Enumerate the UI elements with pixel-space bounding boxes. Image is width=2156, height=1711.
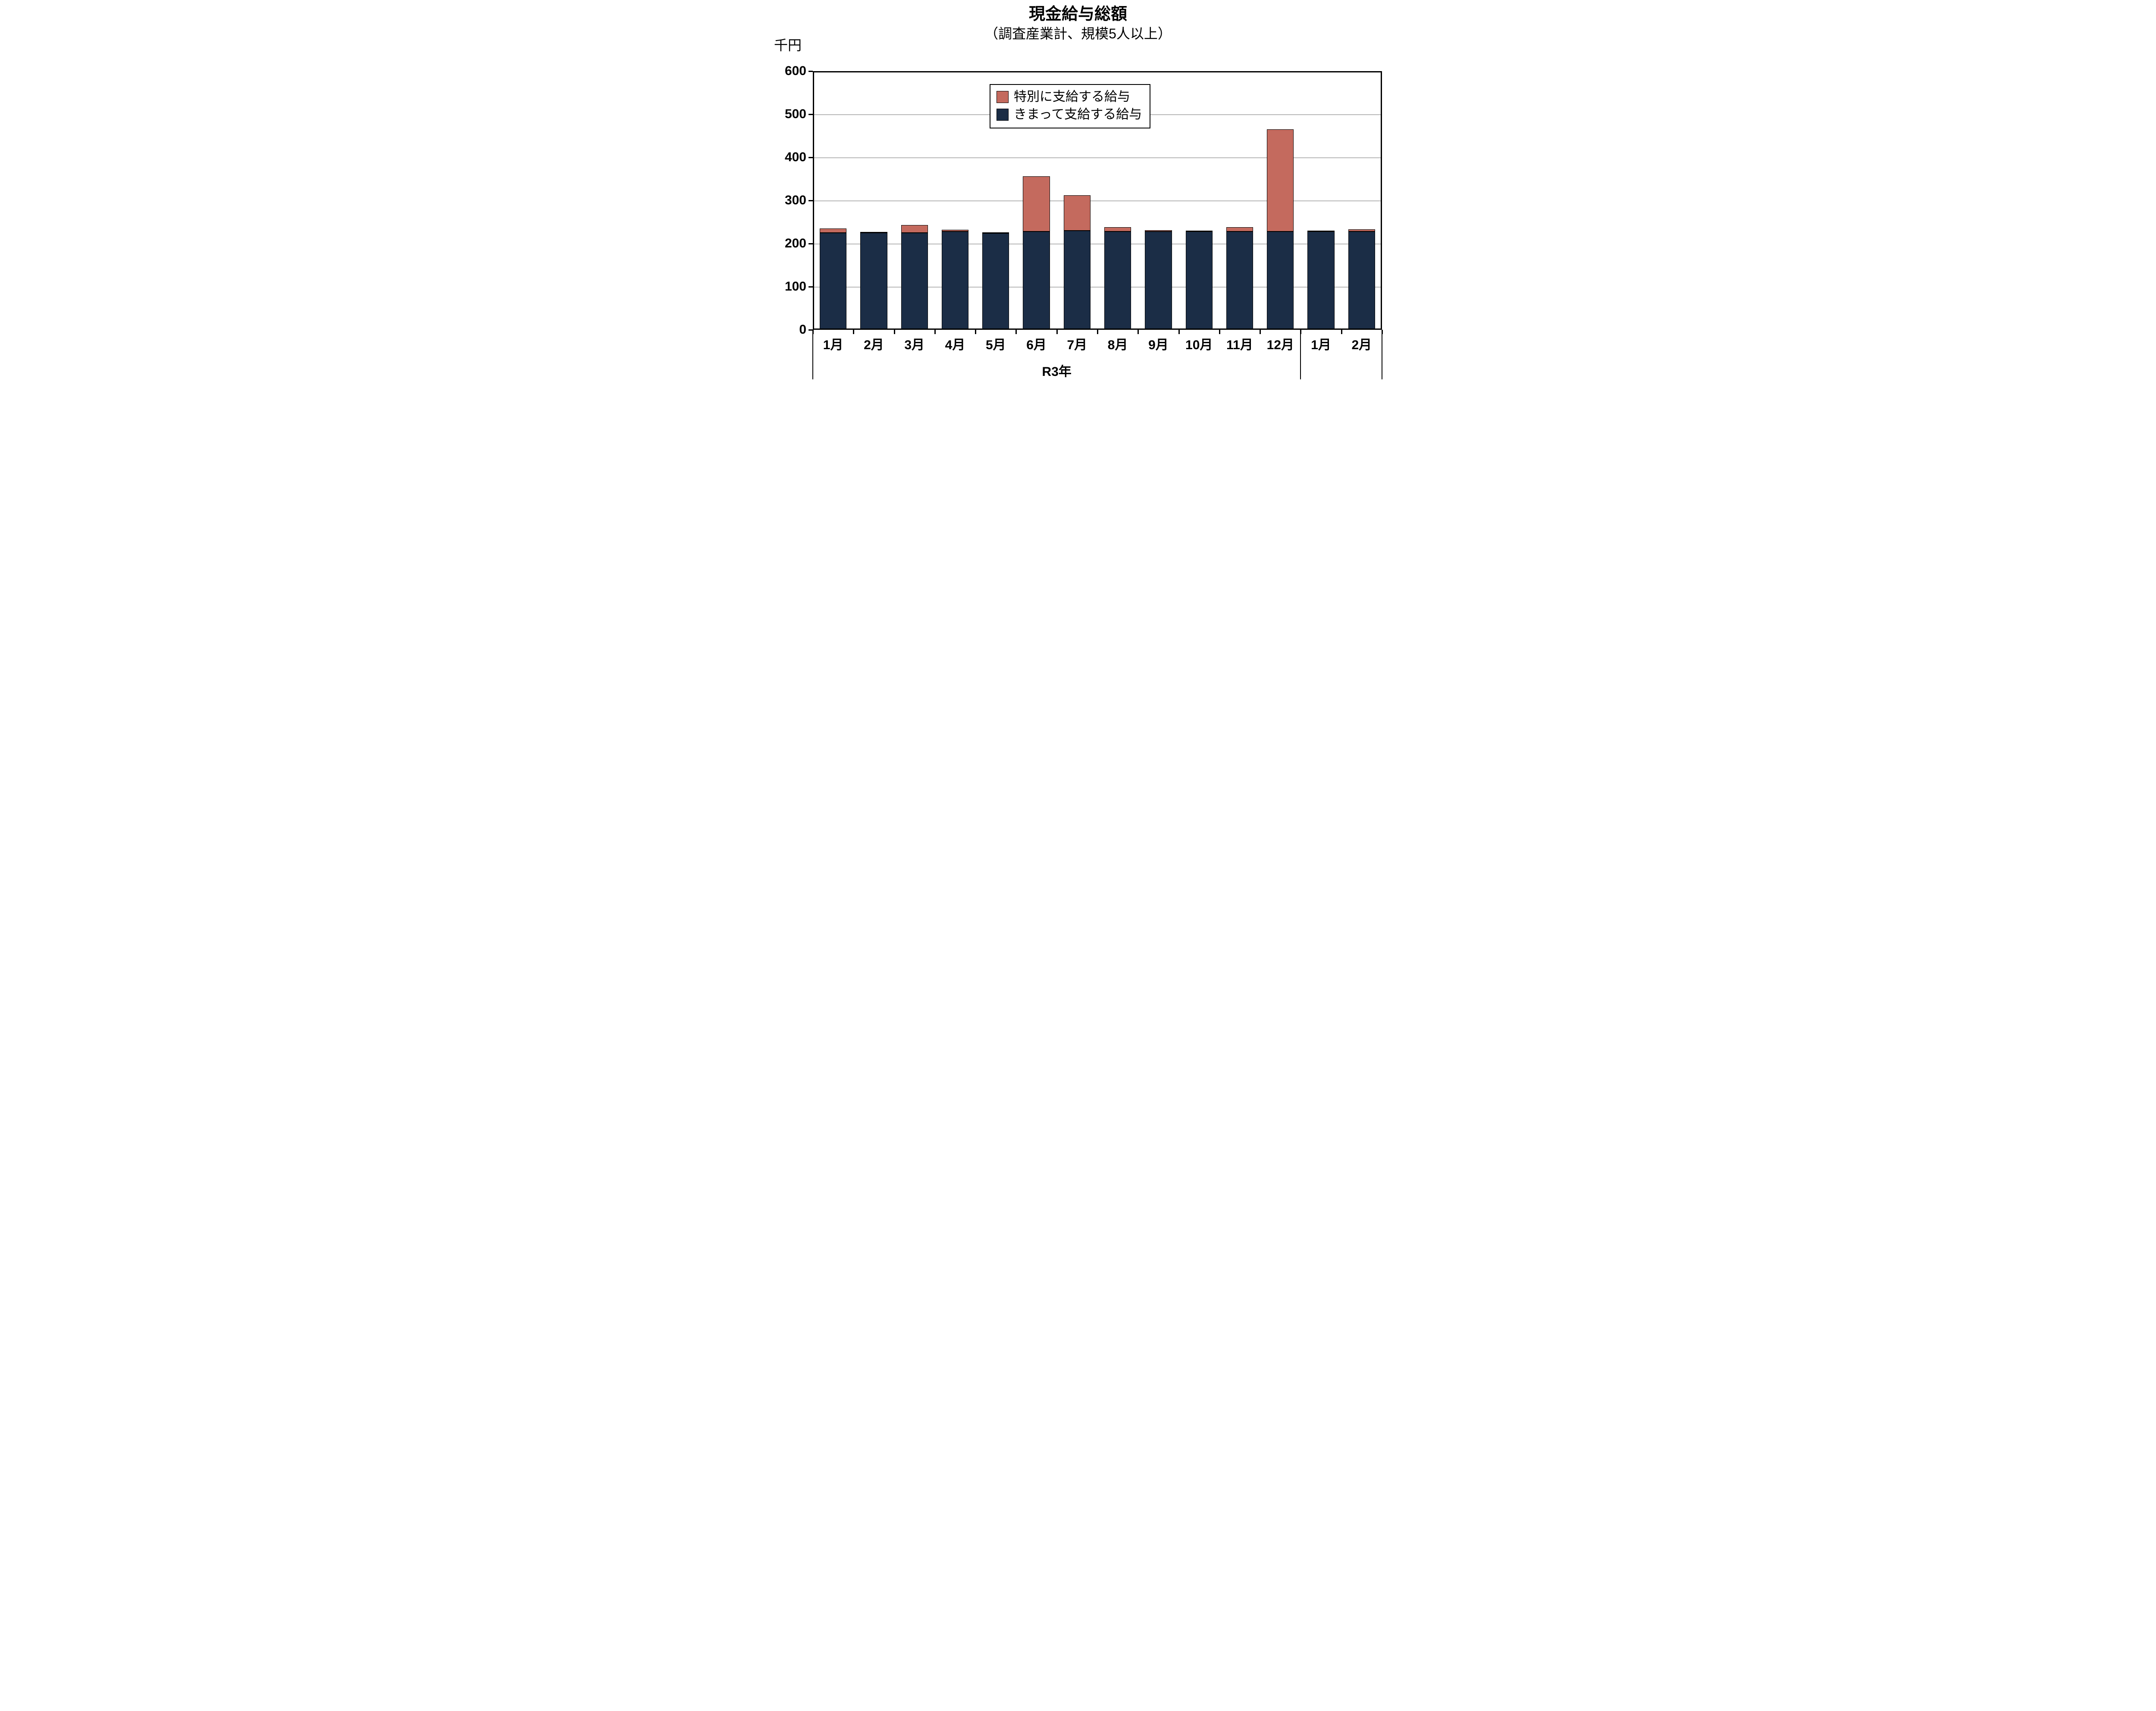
x-tick-mark [1260, 330, 1261, 334]
chart-subtitle: （調査産業計、規模5人以上） [763, 25, 1393, 42]
title-block: 現金給与総額 （調査産業計、規模5人以上） [763, 4, 1393, 42]
bar-segment-special [1145, 230, 1172, 231]
x-tick-mark [1097, 330, 1098, 334]
bar-segment-regular [982, 233, 1009, 330]
bar-segment-special [820, 228, 846, 233]
x-tick-mark [853, 330, 854, 334]
y-tick-mark [808, 114, 813, 115]
chart-container: 現金給与総額 （調査産業計、規模5人以上） 千円 特別に支給する給与きまって支給… [763, 0, 1393, 410]
x-axis-secondary-label: R3年 [1042, 361, 1072, 380]
y-tick-label: 200 [776, 236, 806, 251]
y-tick-label: 0 [776, 322, 806, 337]
x-axis-separator [1300, 334, 1301, 379]
bar-segment-regular [1186, 231, 1213, 330]
bar-segment-regular [1064, 231, 1091, 330]
bar-group [820, 71, 846, 330]
x-tick-label: 4月 [945, 334, 965, 353]
x-tick-mark [975, 330, 976, 334]
bar-segment-regular [1226, 231, 1253, 330]
y-tick-label: 600 [776, 64, 806, 78]
x-tick-mark [894, 330, 895, 334]
y-axis-unit-label: 千円 [774, 34, 802, 54]
x-tick-mark [1300, 330, 1301, 334]
x-tick-label: 1月 [823, 334, 843, 353]
bar-segment-special [942, 230, 968, 231]
bar-group [1307, 71, 1334, 330]
bar-group [1186, 71, 1213, 330]
x-tick-label: 9月 [1148, 334, 1169, 353]
y-tick-label: 300 [776, 193, 806, 208]
x-tick-label: 1月 [1311, 334, 1331, 353]
y-tick-mark [808, 243, 813, 244]
x-tick-label: 7月 [1067, 334, 1087, 353]
bar-segment-special [1348, 229, 1375, 231]
chart-title: 現金給与総額 [763, 4, 1393, 25]
bar-segment-regular [1348, 231, 1375, 330]
legend: 特別に支給する給与きまって支給する給与 [990, 84, 1150, 128]
bar-group [942, 71, 968, 330]
x-axis-separator [812, 334, 813, 379]
y-tick-mark [808, 286, 813, 288]
bar-segment-regular [1104, 231, 1131, 330]
bar-segment-special [1226, 227, 1253, 231]
bar-segment-regular [901, 233, 928, 330]
x-tick-label: 8月 [1108, 334, 1128, 353]
x-tick-label: 5月 [986, 334, 1006, 353]
plot-area: 特別に支給する給与きまって支給する給与 [813, 71, 1382, 330]
x-tick-mark [1138, 330, 1139, 334]
bar-segment-regular [942, 231, 968, 330]
bar-group [1348, 71, 1375, 330]
x-tick-label: 6月 [1026, 334, 1047, 353]
x-tick-label: 12月 [1267, 334, 1294, 353]
bar-segment-regular [1267, 231, 1294, 330]
legend-label: 特別に支給する給与 [1014, 88, 1130, 106]
x-tick-mark [812, 330, 814, 334]
legend-swatch [997, 91, 1009, 103]
y-tick-label: 500 [776, 107, 806, 122]
bar-group [1226, 71, 1253, 330]
bar-segment-special [1064, 195, 1091, 231]
bar-group [1267, 71, 1294, 330]
legend-label: きまって支給する給与 [1014, 106, 1142, 124]
x-tick-label: 11月 [1226, 334, 1253, 353]
y-tick-mark [808, 157, 813, 158]
bar-segment-special [1023, 176, 1050, 231]
legend-swatch [997, 109, 1009, 121]
x-tick-mark [1382, 330, 1383, 334]
y-tick-mark [808, 200, 813, 201]
bar-segment-special [982, 232, 1009, 233]
bar-group [901, 71, 928, 330]
x-tick-mark [1015, 330, 1017, 334]
y-tick-label: 100 [776, 279, 806, 294]
legend-item: きまって支給する給与 [997, 106, 1142, 124]
bar-segment-regular [860, 233, 887, 330]
x-tick-mark [1056, 330, 1058, 334]
x-tick-mark [1219, 330, 1220, 334]
bar-segment-special [901, 225, 928, 233]
x-tick-mark [934, 330, 936, 334]
bar-segment-special [1267, 129, 1294, 231]
x-tick-mark [1341, 330, 1342, 334]
x-tick-mark [1178, 330, 1180, 334]
bar-segment-regular [1023, 231, 1050, 330]
bar-segment-special [1104, 227, 1131, 231]
legend-item: 特別に支給する給与 [997, 88, 1142, 106]
x-tick-label: 2月 [1352, 334, 1372, 353]
x-tick-label: 10月 [1185, 334, 1213, 353]
y-tick-label: 400 [776, 150, 806, 165]
x-tick-label: 3月 [904, 334, 924, 353]
bar-segment-regular [1307, 231, 1334, 330]
bar-segment-regular [1145, 231, 1172, 330]
y-tick-mark [808, 71, 813, 72]
bar-group [860, 71, 887, 330]
bar-segment-regular [820, 233, 846, 330]
bar-segment-special [860, 232, 887, 233]
x-tick-label: 2月 [864, 334, 884, 353]
